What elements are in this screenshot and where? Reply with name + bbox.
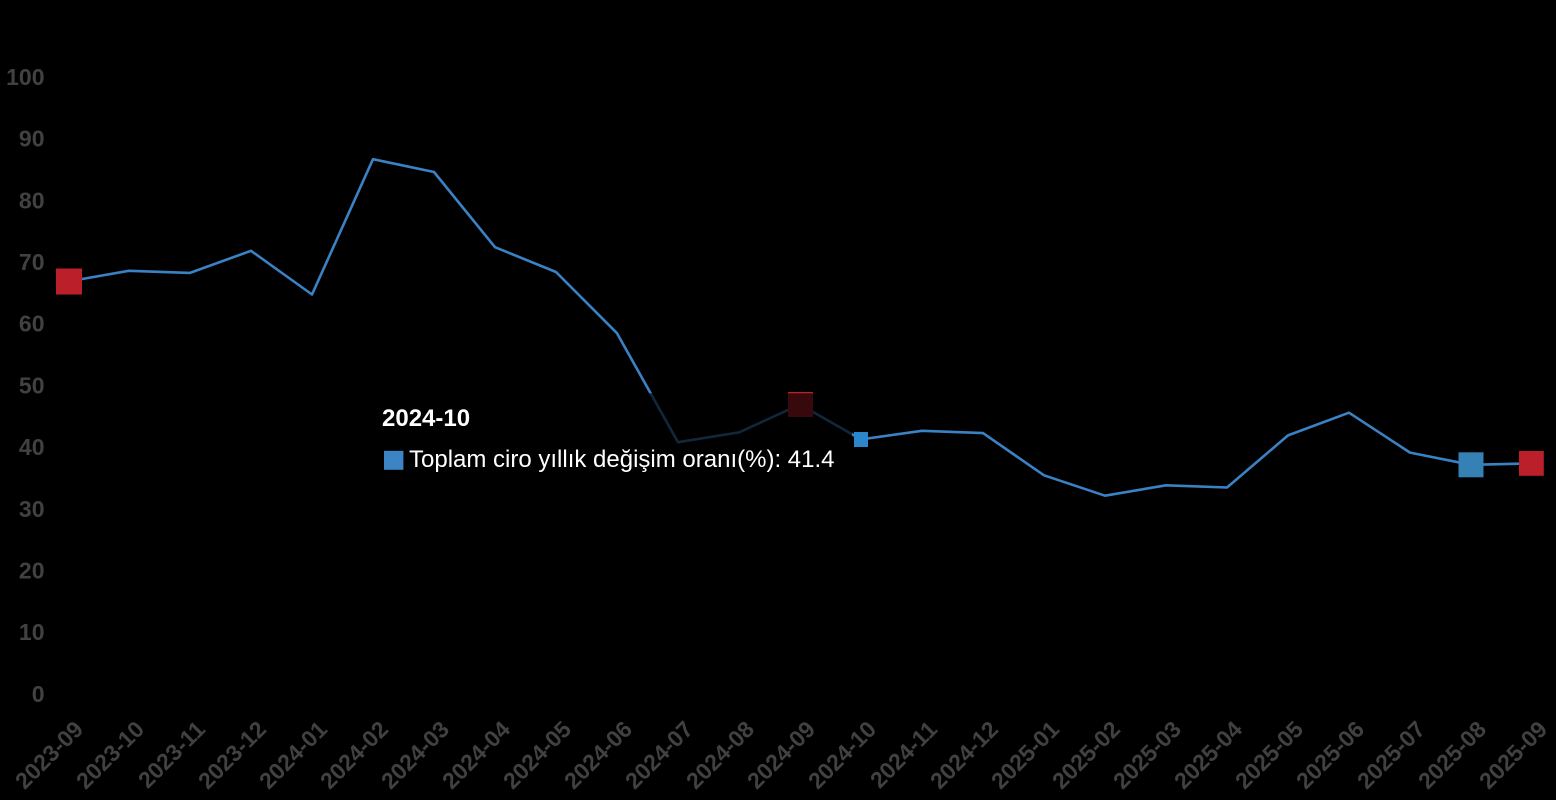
svg-text:10: 10 <box>19 619 45 645</box>
svg-text:20: 20 <box>19 558 45 584</box>
svg-text:0: 0 <box>32 681 45 707</box>
svg-text:30: 30 <box>19 496 45 522</box>
svg-text:40: 40 <box>19 434 45 460</box>
svg-text:100: 100 <box>6 64 44 90</box>
svg-text:90: 90 <box>19 126 45 152</box>
svg-text:60: 60 <box>19 311 45 337</box>
svg-text:80: 80 <box>19 187 45 213</box>
svg-text:50: 50 <box>19 372 45 398</box>
svg-text:70: 70 <box>19 249 45 275</box>
svg-text:Toplam ciro yıllık değişim ora: Toplam ciro yıllık değişim oranı(%): 41.… <box>409 446 834 473</box>
svg-text:2024-10: 2024-10 <box>382 405 470 432</box>
